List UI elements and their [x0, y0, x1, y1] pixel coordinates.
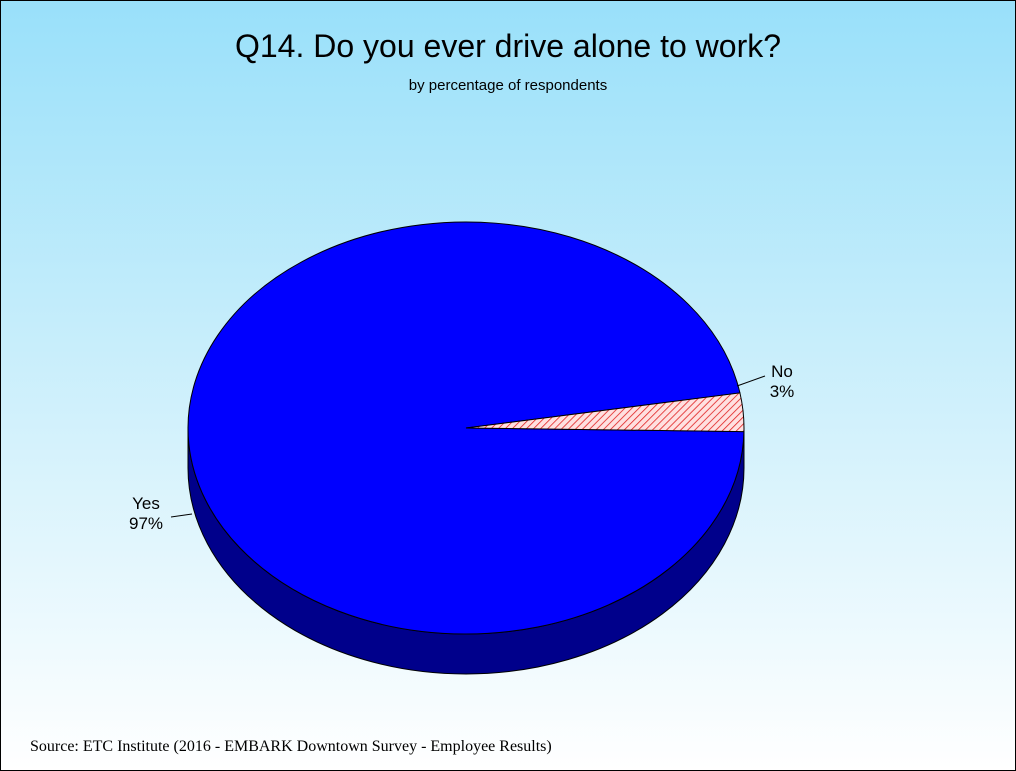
chart-subtitle: by percentage of respondents [408, 77, 608, 94]
slice-label-no-leader [736, 375, 766, 387]
slice-label-yes-percent: 97% [129, 514, 163, 533]
slice-label-no-category: No [771, 362, 793, 381]
pie-slice-no [465, 392, 745, 433]
slice-label-yes-category: Yes [132, 494, 160, 513]
slice-label-yes-leader [170, 513, 193, 518]
chart-title: Q14. Do you ever drive alone to work? [234, 28, 782, 64]
slice-label-no: No3% [736, 362, 795, 401]
source-note: Source: ETC Institute (2016 - EMBARK Dow… [30, 738, 552, 755]
slice-label-no-percent: 3% [770, 382, 795, 401]
